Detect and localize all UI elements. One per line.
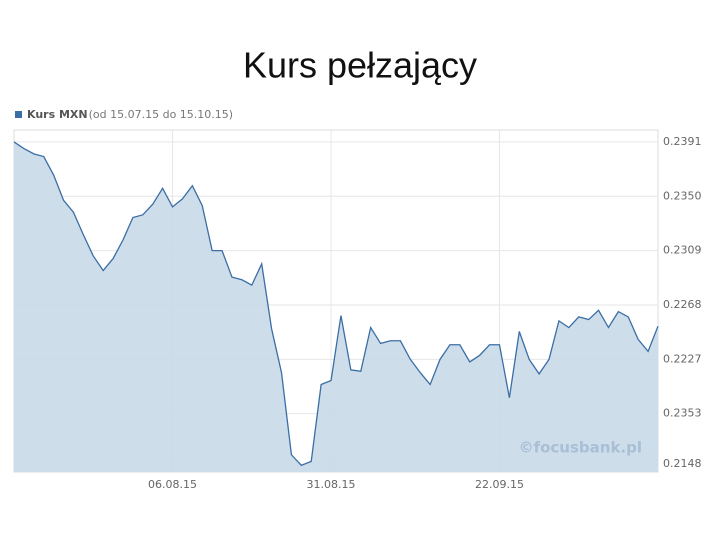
x-tick-label: 22.09.15 <box>475 478 524 491</box>
y-tick-label: 0.2148 <box>663 457 702 470</box>
y-tick-label: 0.2227 <box>663 352 702 365</box>
area <box>14 141 658 472</box>
y-tick-label: 0.2309 <box>663 244 702 257</box>
subtitle: (od 15.07.15 do 15.10.15) <box>89 108 233 121</box>
watermark: ©focusbank.pl <box>519 439 642 457</box>
y-tick-label: 0.2353 <box>663 407 702 420</box>
y-tick-label: 0.2391 <box>663 135 702 148</box>
line <box>13 141 659 467</box>
x-tick-label: 06.08.15 <box>148 478 197 491</box>
x-tick-label: 31.08.15 <box>307 478 356 491</box>
y-tick-label: 0.2350 <box>663 189 702 202</box>
legend-swatch <box>15 111 22 118</box>
chart-title: Kurs pełzający <box>243 45 477 86</box>
y-tick-label: 0.2268 <box>663 298 702 311</box>
legend-label: Kurs MXN <box>27 108 88 121</box>
